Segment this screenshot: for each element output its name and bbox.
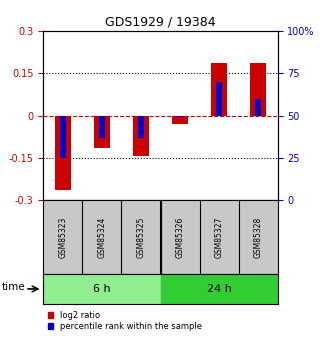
Bar [255,99,261,116]
Legend: log2 ratio, percentile rank within the sample: log2 ratio, percentile rank within the s… [48,310,202,331]
Text: 24 h: 24 h [207,284,231,294]
Text: 6 h: 6 h [93,284,111,294]
Bar [211,63,227,116]
Bar [250,63,266,116]
Text: GSM85328: GSM85328 [254,217,263,258]
Bar [172,116,188,124]
Text: GSM85325: GSM85325 [136,217,145,258]
Bar [55,116,71,190]
Bar [133,116,149,156]
Text: time: time [2,283,26,293]
Bar [43,274,160,304]
Bar [216,82,222,116]
Bar [60,116,66,158]
Bar [138,116,144,138]
Text: GSM85323: GSM85323 [58,217,67,258]
Bar [160,274,278,304]
Bar [94,116,110,148]
Bar [99,116,105,138]
Bar [177,116,183,117]
Text: GSM85324: GSM85324 [97,217,107,258]
Text: GSM85326: GSM85326 [176,217,185,258]
Text: GSM85327: GSM85327 [214,217,224,258]
Text: GDS1929 / 19384: GDS1929 / 19384 [105,16,216,29]
